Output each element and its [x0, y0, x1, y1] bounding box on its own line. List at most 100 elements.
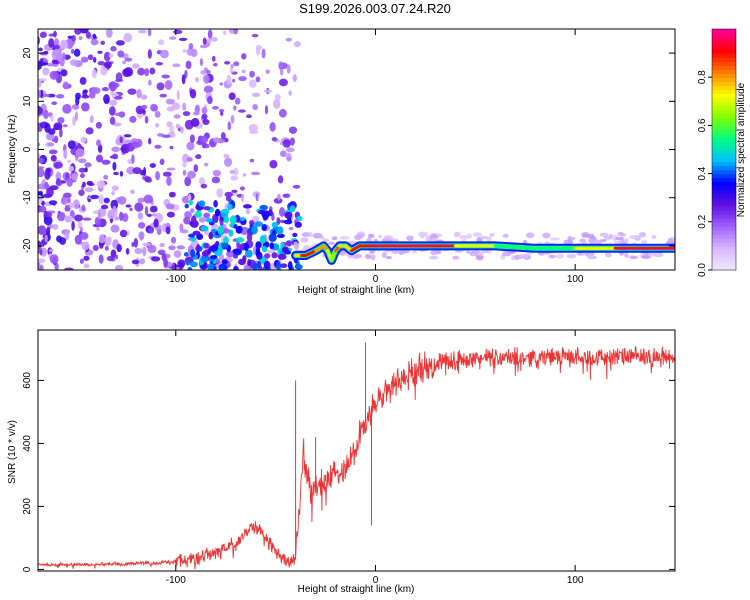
- colorbar-strip: [712, 173, 736, 179]
- noise-blob: [103, 51, 111, 62]
- noise-blob: [201, 106, 208, 114]
- noise-blob: [187, 193, 192, 202]
- noise-blob: [110, 199, 119, 210]
- noise-blob: [328, 241, 336, 245]
- noise-blob: [247, 258, 252, 267]
- noise-blob: [184, 176, 192, 187]
- noise-blob: [629, 235, 639, 240]
- colorbar-strip: [712, 53, 736, 58]
- noise-blob: [48, 38, 55, 48]
- noise-blob: [213, 137, 220, 143]
- noise-blob: [100, 204, 109, 210]
- noise-blob: [82, 181, 86, 188]
- noise-blob: [667, 238, 675, 244]
- noise-blob: [370, 254, 376, 261]
- noise-blob: [129, 115, 137, 123]
- noise-blob: [78, 189, 85, 197]
- noise-blob: [502, 233, 509, 238]
- noise-blob: [55, 178, 63, 187]
- noise-blob: [131, 154, 135, 164]
- noise-blob: [278, 108, 287, 118]
- noise-blob: [255, 193, 259, 202]
- noise-blob: [239, 186, 245, 191]
- noise-blob: [89, 115, 94, 124]
- noise-blob: [175, 123, 181, 129]
- noise-blob: [173, 29, 183, 35]
- noise-blob: [168, 245, 176, 251]
- noise-blob: [431, 237, 438, 242]
- noise-blob: [62, 81, 69, 90]
- noise-blob: [149, 205, 158, 213]
- noise-blob: [466, 250, 471, 254]
- noise-blob: [205, 143, 210, 149]
- noise-blob: [212, 105, 219, 110]
- noise-blob: [114, 95, 123, 100]
- noise-blob: [189, 134, 195, 144]
- noise-blob: [230, 64, 234, 69]
- noise-blob: [271, 221, 279, 228]
- colorbar-strip: [712, 237, 736, 243]
- noise-blob: [641, 255, 651, 259]
- noise-blob: [78, 36, 83, 41]
- colorbar-strip: [712, 101, 736, 106]
- noise-blob: [55, 94, 65, 99]
- noise-blob: [43, 215, 53, 226]
- noise-blob: [251, 225, 258, 235]
- noise-blob: [581, 234, 590, 238]
- noise-blob: [108, 81, 118, 91]
- noise-blob: [183, 252, 189, 257]
- noise-blob: [211, 176, 221, 184]
- noise-blob: [177, 259, 186, 268]
- noise-blob: [74, 111, 79, 122]
- noise-blob: [238, 76, 247, 82]
- snr-frame: [37, 329, 676, 572]
- noise-blob: [293, 241, 299, 246]
- noise-blob: [365, 253, 372, 260]
- noise-blob: [155, 122, 160, 128]
- noise-blob: [119, 136, 123, 144]
- colorbar-strip: [712, 217, 736, 223]
- noise-blob: [148, 79, 152, 86]
- noise-blob: [218, 108, 225, 113]
- noise-blob: [212, 63, 218, 67]
- noise-blob: [269, 160, 278, 169]
- noise-blob: [624, 237, 629, 243]
- spectrogram-x-axis: -100 0 100: [166, 29, 584, 285]
- colorbar-strip: [712, 165, 736, 171]
- colorbar-strip: [712, 233, 736, 239]
- noise-blob: [184, 210, 192, 219]
- noise-blob: [245, 249, 253, 258]
- noise-blob: [604, 252, 612, 258]
- colorbar-strip: [712, 133, 736, 139]
- noise-blob: [519, 253, 529, 257]
- snr-x-label: Height of straight line (km): [298, 584, 415, 595]
- noise-blob: [256, 260, 262, 269]
- noise-blob: [109, 91, 115, 96]
- noise-blob: [87, 54, 94, 61]
- noise-blob: [220, 132, 226, 140]
- noise-blob: [206, 38, 212, 44]
- noise-blob: [224, 61, 231, 65]
- noise-blob: [182, 161, 187, 168]
- noise-blob: [144, 176, 152, 183]
- colorbar-strip: [712, 153, 736, 159]
- noise-blob: [194, 210, 202, 218]
- noise-blob: [201, 113, 208, 120]
- colorbar-strip: [712, 73, 736, 78]
- noise-blob: [203, 85, 214, 94]
- noise-blob: [138, 231, 145, 240]
- colorbar-strip: [712, 169, 736, 175]
- noise-blob: [38, 106, 43, 115]
- noise-blob: [44, 234, 48, 243]
- noise-blob: [624, 252, 629, 258]
- noise-blob: [261, 210, 270, 219]
- noise-blob: [101, 159, 111, 165]
- noise-blob: [169, 36, 177, 40]
- noise-blob: [227, 203, 233, 211]
- noise-blob: [615, 236, 625, 241]
- noise-blob: [38, 258, 46, 264]
- noise-blob: [300, 237, 309, 243]
- noise-blob: [43, 109, 49, 120]
- carrier-track-segment: [493, 244, 537, 250]
- noise-blob: [277, 175, 284, 184]
